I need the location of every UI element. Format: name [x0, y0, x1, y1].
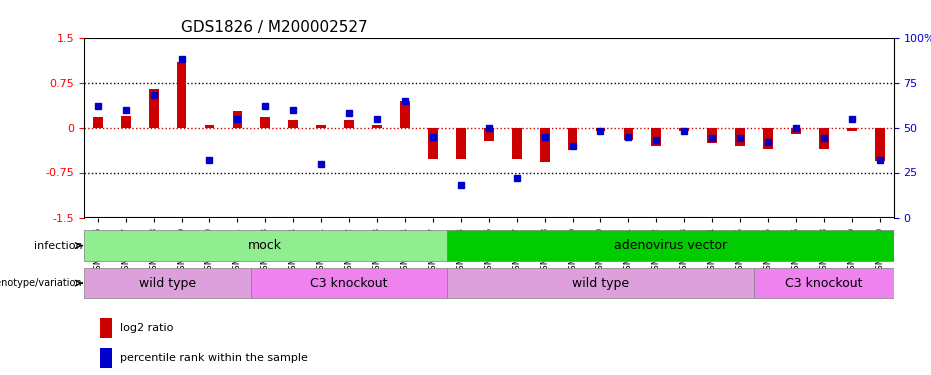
Bar — [344, 120, 354, 128]
Bar — [512, 128, 521, 159]
FancyBboxPatch shape — [84, 268, 251, 298]
Bar — [93, 117, 102, 128]
FancyBboxPatch shape — [447, 268, 754, 298]
Bar — [205, 124, 214, 128]
Bar — [819, 128, 829, 148]
Text: percentile rank within the sample: percentile rank within the sample — [120, 353, 308, 363]
Bar — [540, 128, 549, 162]
Bar — [763, 128, 773, 148]
Text: wild type: wild type — [572, 277, 629, 290]
Text: wild type: wild type — [139, 277, 196, 290]
Bar — [456, 128, 466, 159]
Bar — [149, 88, 158, 128]
Bar — [100, 318, 112, 338]
Text: infection: infection — [34, 241, 82, 250]
FancyBboxPatch shape — [447, 230, 894, 261]
Bar — [735, 128, 745, 146]
Text: adenovirus vector: adenovirus vector — [614, 239, 727, 252]
Bar — [791, 128, 801, 134]
Bar — [177, 62, 186, 128]
Bar — [847, 128, 857, 130]
Bar — [568, 128, 577, 150]
Bar — [372, 124, 382, 128]
Bar — [596, 128, 605, 130]
Bar — [100, 348, 112, 368]
Bar — [261, 117, 270, 128]
Bar — [484, 128, 493, 141]
Text: log2 ratio: log2 ratio — [120, 323, 173, 333]
Bar — [289, 120, 298, 128]
FancyBboxPatch shape — [754, 268, 894, 298]
Bar — [428, 128, 438, 159]
Text: C3 knockout: C3 knockout — [785, 277, 863, 290]
Text: genotype/variation: genotype/variation — [0, 278, 82, 288]
Bar — [317, 124, 326, 128]
Text: GDS1826 / M200002527: GDS1826 / M200002527 — [181, 20, 368, 35]
Bar — [875, 128, 884, 160]
FancyBboxPatch shape — [84, 230, 447, 261]
Bar — [652, 128, 661, 146]
Text: C3 knockout: C3 knockout — [310, 277, 388, 290]
Bar — [708, 128, 717, 142]
Bar — [624, 128, 633, 140]
Bar — [233, 111, 242, 128]
Text: mock: mock — [249, 239, 282, 252]
Bar — [680, 128, 689, 130]
Bar — [400, 100, 410, 128]
Bar — [121, 116, 130, 128]
FancyBboxPatch shape — [251, 268, 447, 298]
